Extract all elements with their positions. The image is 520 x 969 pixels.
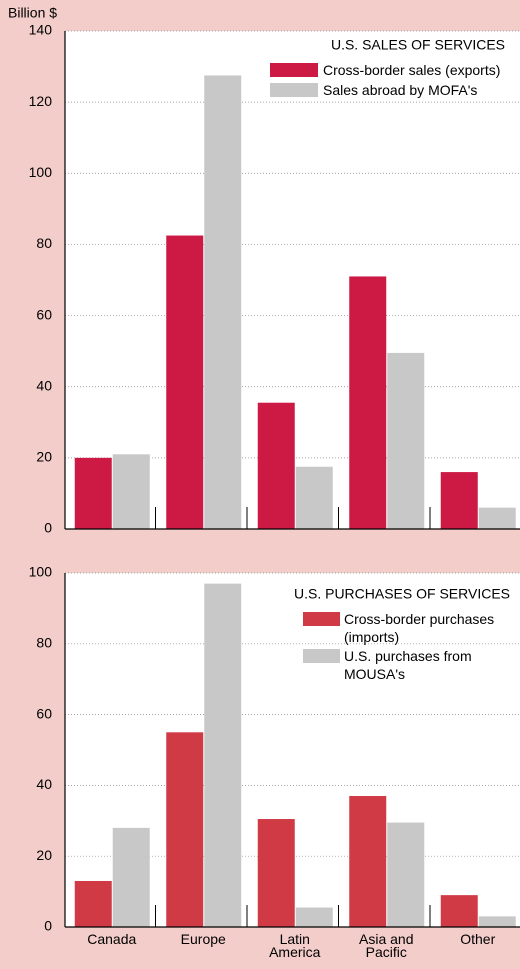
x-tick-label: Asia and Pacific [359,931,414,960]
x-tick-label: Europe [180,931,226,947]
x-tick-label: Latin America [269,931,321,960]
legend-swatch [303,612,340,626]
y-tick-label: 100 [29,564,53,580]
y-tick-label: 60 [36,705,52,721]
y-tick-label: 40 [36,776,52,792]
y-tick-label: 0 [44,918,52,934]
bar [204,583,242,927]
bar [440,895,478,927]
y-tick-label: 100 [29,164,53,180]
legend-label: U.S. purchases from MOUSA's [344,648,472,682]
legend-label: Cross-border purchases (imports) [344,611,495,645]
bar [349,796,387,927]
bar [112,827,150,927]
bar [478,507,516,529]
bar [74,457,112,529]
y-tick-label: 120 [29,93,53,109]
legend-title: U.S. PURCHASES OF SERVICES [294,586,510,602]
bar [257,819,295,927]
y-tick-label: 140 [29,22,53,38]
legend-title: U.S. SALES OF SERVICES [331,37,505,53]
bar [349,276,387,529]
y-tick-label: 20 [36,449,52,465]
y-tick-label: 40 [36,377,52,393]
bar [166,732,204,927]
bar [112,454,150,529]
bar [387,822,425,927]
x-tick-label: Other [460,931,496,947]
legend-swatch [270,63,318,77]
legend-label: Sales abroad by MOFA's [323,82,478,98]
bar [166,235,204,530]
y-tick-label: 60 [36,306,52,322]
bar [204,75,242,529]
bar [74,880,112,927]
y-axis-label: Billion $ [8,5,57,21]
bar [387,352,425,529]
bar [257,402,295,529]
legend-swatch [270,83,318,97]
y-tick-label: 80 [36,235,52,251]
y-tick-label: 80 [36,635,52,651]
bar [478,916,516,927]
x-tick-label: Canada [87,931,137,947]
bar [440,472,478,529]
legend-label: Cross-border sales (exports) [323,62,501,78]
y-tick-label: 0 [44,520,52,536]
bar [295,466,333,529]
legend-swatch [303,649,340,663]
bar [295,907,333,927]
y-tick-label: 20 [36,847,52,863]
